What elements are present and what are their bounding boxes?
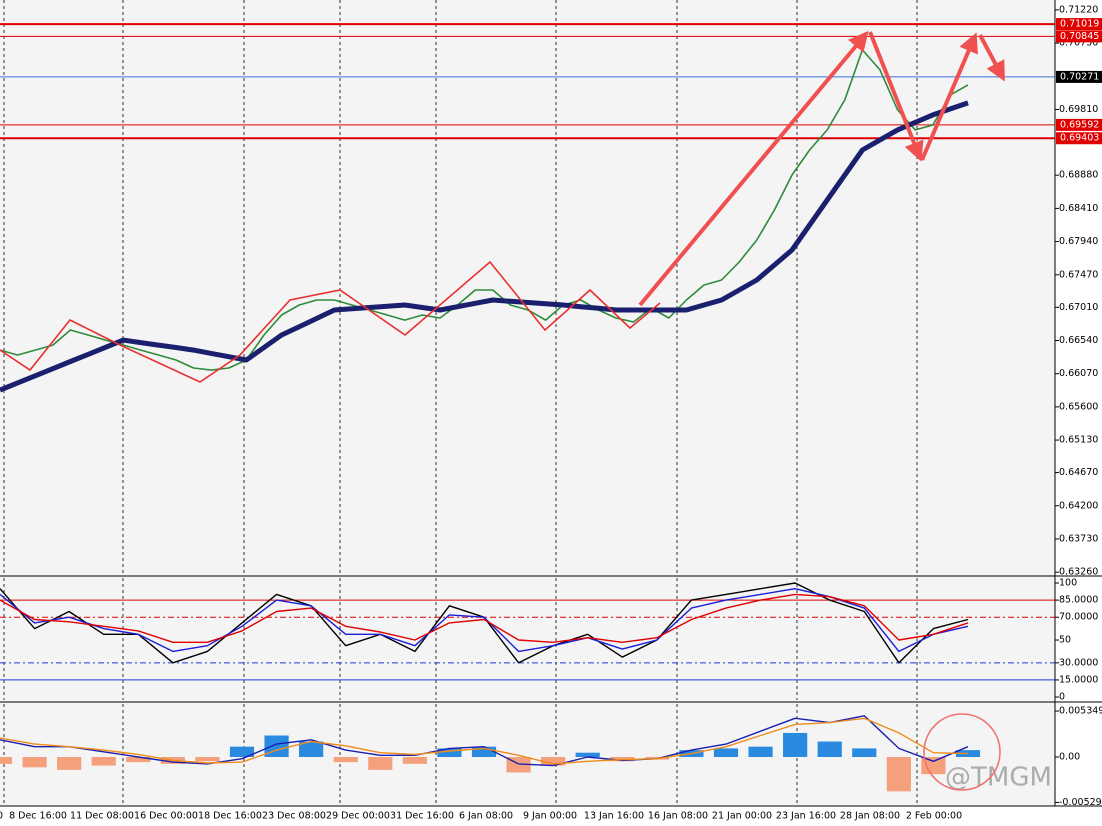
- y-tick-label: 70.0000: [1059, 612, 1098, 623]
- x-tick-label: 23 Jan 16:00: [776, 811, 836, 822]
- arrow: [978, 34, 1005, 82]
- y-tick-label: 0.67470: [1059, 269, 1098, 280]
- y-tick-label: 0.68880: [1059, 170, 1098, 181]
- x-tick-label: 9 Jan 00:00: [523, 811, 577, 822]
- histogram-bar: [713, 748, 739, 757]
- x-tick-label: 29 Dec 00:00: [326, 811, 390, 822]
- series-line: [0, 588, 969, 653]
- series-line: [0, 593, 969, 643]
- arrow: [638, 30, 869, 307]
- level-label: 0.70845: [1060, 31, 1099, 42]
- y-tick-label: 0.65600: [1059, 401, 1098, 412]
- y-tick-label: 0.0053499: [1059, 706, 1102, 717]
- histogram-bar: [471, 746, 497, 757]
- histogram-bar: [57, 756, 82, 770]
- highlight-circle: [923, 713, 1001, 791]
- y-tick-label: 0.63260: [1059, 567, 1098, 578]
- series-line: [0, 49, 969, 371]
- histogram-bar: [402, 756, 427, 764]
- x-tick-label: 16 Jan 08:00: [648, 811, 708, 822]
- drawings: [0, 30, 1005, 791]
- y-tick-label: 85.0000: [1059, 595, 1098, 606]
- histogram-bar: [886, 756, 911, 792]
- series-line: [0, 717, 969, 765]
- y-tick-label: 0.70750: [1059, 38, 1098, 49]
- y-tick-label: 0.66540: [1059, 335, 1098, 346]
- y-tick-label: 0.65130: [1059, 435, 1098, 446]
- watermark: @TMGM: [945, 763, 1052, 793]
- plot-background: [0, 0, 1055, 806]
- y-tick-label: 0.71220: [1059, 4, 1098, 15]
- histogram-bar: [748, 746, 773, 757]
- histogram-bar: [195, 756, 220, 762]
- arrow: [920, 32, 978, 161]
- y-tick-label: 0.00: [1059, 751, 1080, 762]
- y-tick-label: 0.67940: [1059, 236, 1098, 247]
- y-tick-label: 0.67010: [1059, 302, 1098, 313]
- y-tick-label: 50: [1059, 635, 1071, 646]
- series-line: [0, 100, 969, 393]
- x-tick-label: 23 Dec 08:00: [262, 811, 326, 822]
- level-label: 0.71019: [1060, 19, 1099, 30]
- level-label-box: [1056, 70, 1102, 83]
- x-tick-label: 28 Jan 08:00: [840, 811, 900, 822]
- histogram-bar: [299, 741, 324, 757]
- x-tick-label: 2 Feb 00:00: [906, 811, 962, 822]
- histogram-bar: [437, 748, 462, 757]
- x-tick-label: 16 Dec 00:00: [134, 811, 198, 822]
- level-label-box: [1056, 30, 1102, 43]
- x-tick-label: 11 Dec 08:00: [70, 811, 134, 822]
- y-tick-label: 0: [1059, 692, 1065, 703]
- histogram-bar: [229, 746, 255, 757]
- x-tick-label: 18 Dec 16:00: [198, 811, 262, 822]
- level-label-box: [1056, 132, 1102, 145]
- histogram-bar: [541, 756, 566, 766]
- histogram-bar: [333, 756, 358, 763]
- histogram-bar: [852, 748, 877, 757]
- y-tick-label: 30.0000: [1059, 657, 1098, 668]
- level-label: 0.69403: [1060, 133, 1099, 144]
- y-tick-label: 15.0000: [1059, 674, 1098, 685]
- level-label: 0.70271: [1060, 71, 1099, 82]
- zigzag: [0, 260, 661, 383]
- histogram-bar: [0, 756, 13, 764]
- y-tick-label: 0.68410: [1059, 203, 1098, 214]
- histogram-bar: [921, 756, 946, 775]
- x-tick-label: 21 Jan 00:00: [712, 811, 772, 822]
- y-tick-label: 0.66070: [1059, 368, 1098, 379]
- level-label-box: [1056, 18, 1102, 31]
- histogram-bar: [575, 752, 600, 757]
- histogram-bar: [22, 756, 47, 768]
- x-tick-label: 6 Jan 08:00: [459, 811, 513, 822]
- arrow: [868, 31, 924, 162]
- x-tick-label: 0: [0, 811, 3, 822]
- y-tick-label: 0.69810: [1059, 104, 1098, 115]
- y-tick-label: 0.64670: [1059, 467, 1098, 478]
- x-tick-label: 31 Dec 16:00: [390, 811, 454, 822]
- level-label-box: [1056, 118, 1102, 131]
- histogram-bar: [817, 741, 842, 757]
- histogram-bar: [368, 756, 393, 770]
- x-tick-label: 8 Dec 16:00: [9, 811, 67, 822]
- x-tick-label: 13 Jan 16:00: [584, 811, 644, 822]
- level-label: 0.69592: [1060, 119, 1099, 130]
- histogram-bar: [783, 732, 808, 757]
- series-line: [0, 715, 969, 767]
- y-tick-label: 0.63730: [1059, 533, 1098, 544]
- y-tick-label: 0.64200: [1059, 500, 1098, 511]
- y-tick-label: -0.005294: [1059, 797, 1102, 808]
- histogram-bar: [91, 756, 116, 766]
- y-tick-label: 100: [1059, 578, 1077, 589]
- histogram-bar: [126, 756, 151, 763]
